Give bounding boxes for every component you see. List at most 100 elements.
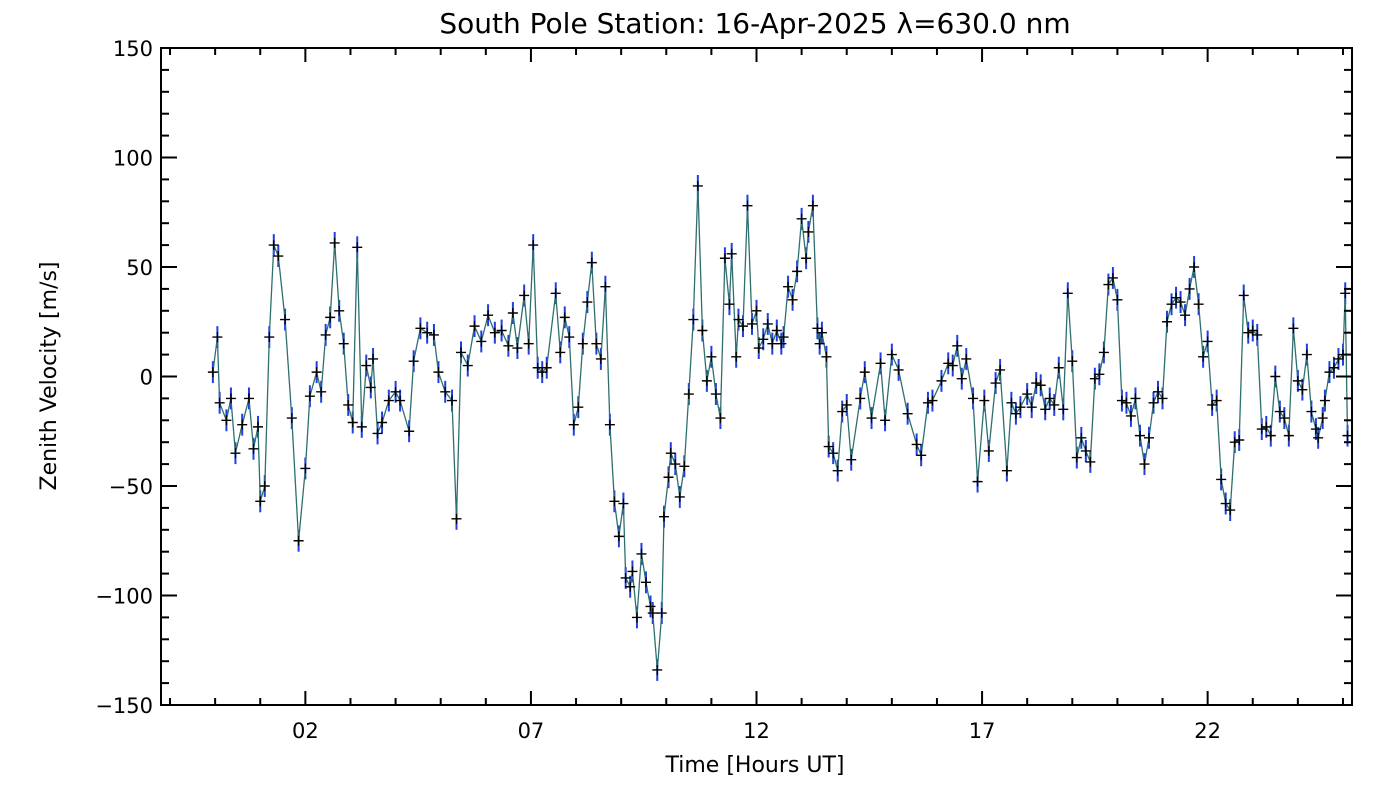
data-point-marker — [523, 338, 534, 349]
data-point-marker — [875, 358, 886, 369]
data-point-marker — [1189, 262, 1200, 272]
data-point-marker — [1153, 386, 1164, 397]
data-point-marker — [356, 421, 367, 432]
data-point-marker — [1211, 395, 1222, 406]
data-point-marker — [1015, 402, 1026, 413]
data-point-marker — [706, 351, 717, 362]
data-point-marker — [724, 299, 735, 310]
data-point-marker — [1297, 384, 1308, 395]
data-point-marker — [627, 566, 638, 577]
data-point-marker — [550, 288, 561, 299]
data-point-marker — [489, 327, 500, 338]
data-point-marker — [1342, 430, 1353, 441]
x-tick-label: 22 — [1194, 719, 1221, 743]
data-point-marker — [1171, 292, 1182, 303]
x-axis-label: Time [Hours UT] — [665, 753, 845, 778]
data-point-marker — [1134, 430, 1145, 441]
data-point-marker — [1301, 349, 1312, 360]
data-point-marker — [972, 476, 983, 487]
data-point-marker — [1148, 397, 1159, 408]
data-point-marker — [801, 253, 812, 264]
data-point-marker — [1265, 430, 1276, 441]
data-point-marker — [1319, 395, 1330, 406]
data-point-marker — [422, 327, 433, 338]
data-point-marker — [300, 463, 311, 474]
plot-frame — [160, 47, 1353, 706]
data-point-marker — [304, 391, 315, 402]
data-point-marker — [961, 353, 972, 364]
data-point-marker — [855, 393, 866, 404]
data-point-marker — [214, 397, 225, 408]
data-point-marker — [225, 393, 236, 404]
data-point-marker — [814, 338, 825, 349]
data-point-marker — [762, 318, 773, 329]
data-point-marker — [532, 362, 543, 373]
data-point-marker — [726, 248, 737, 259]
data-point-marker — [325, 312, 336, 323]
data-point-marker — [212, 332, 223, 343]
data-point-marker — [1162, 316, 1173, 327]
data-point-marker — [816, 327, 827, 338]
y-tick-label: 150 — [113, 37, 153, 61]
data-point-marker — [832, 465, 843, 476]
data-point-marker — [311, 367, 322, 378]
data-point-marker — [446, 395, 457, 406]
data-point-marker — [352, 242, 363, 253]
data-point-marker — [1270, 371, 1281, 382]
data-point-marker — [715, 413, 726, 424]
data-point-marker — [564, 332, 575, 343]
data-point-marker — [1252, 329, 1263, 340]
data-point-marker — [683, 389, 694, 400]
data-point-marker — [652, 664, 663, 675]
data-point-marker — [230, 448, 241, 459]
data-point-marker — [670, 459, 681, 470]
data-point-marker — [620, 572, 631, 583]
data-point-marker — [604, 419, 615, 430]
data-point-marker — [613, 531, 624, 542]
data-point-marker — [1274, 406, 1285, 417]
x-tick-label: 12 — [743, 719, 770, 743]
data-point-marker — [1225, 505, 1236, 516]
data-point-marker — [1313, 432, 1324, 443]
data-point-marker — [1166, 299, 1177, 310]
data-point-marker — [1035, 380, 1046, 391]
data-point-marker — [787, 294, 798, 305]
data-point-marker — [927, 395, 938, 406]
y-tick-label: 50 — [126, 256, 153, 280]
data-point-marker — [731, 351, 742, 362]
data-point-marker — [377, 417, 388, 428]
data-point-marker — [1080, 445, 1091, 456]
data-point-marker — [640, 577, 651, 588]
data-point-marker — [496, 325, 507, 336]
data-point-marker — [663, 472, 674, 483]
data-point-marker — [936, 375, 947, 386]
data-point-marker — [243, 393, 254, 404]
data-point-marker — [947, 360, 958, 371]
data-point-marker — [1198, 351, 1209, 362]
data-point-marker — [1130, 393, 1141, 404]
y-tick-label: 0 — [140, 366, 153, 390]
data-point-marker — [1184, 283, 1195, 294]
data-point-marker — [1256, 424, 1267, 435]
data-point-marker — [609, 496, 620, 507]
data-point-marker — [821, 351, 832, 362]
series-line — [212, 185, 1349, 671]
data-point-marker — [451, 513, 462, 524]
data-point-marker — [329, 237, 340, 248]
data-point-marker — [577, 338, 588, 349]
data-point-marker — [512, 343, 523, 354]
data-point-marker — [1022, 389, 1033, 400]
data-point-marker — [778, 332, 789, 343]
data-point-marker — [1180, 310, 1191, 321]
data-point-marker — [1107, 272, 1118, 283]
x-tick-label: 17 — [969, 719, 996, 743]
data-point-marker — [248, 443, 259, 454]
chart-title: South Pole Station: 16-Apr-2025 λ=630.0 … — [439, 7, 1070, 40]
series-layer — [207, 175, 1353, 681]
data-point-marker — [1098, 347, 1109, 358]
data-point-marker — [1234, 435, 1245, 446]
data-point-marker — [823, 441, 834, 452]
data-point-marker — [221, 415, 232, 426]
data-point-marker — [1121, 397, 1132, 408]
data-point-marker — [1067, 356, 1078, 367]
